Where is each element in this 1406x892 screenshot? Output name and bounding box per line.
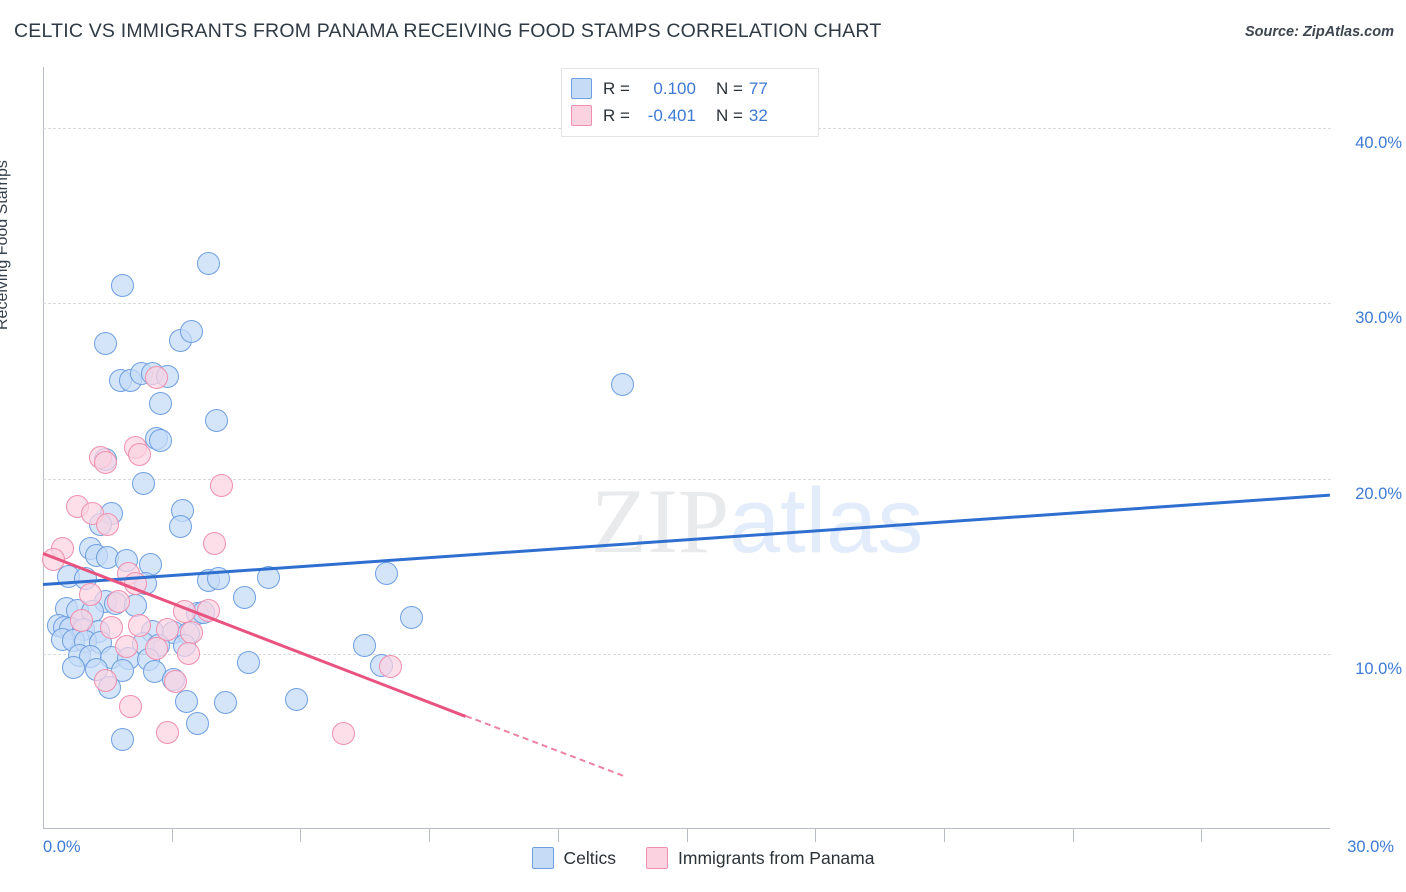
scatter-point bbox=[185, 712, 209, 736]
scatter-point bbox=[179, 621, 203, 645]
scatter-point bbox=[110, 274, 134, 298]
scatter-point bbox=[93, 451, 117, 475]
scatter-point bbox=[203, 531, 227, 555]
n-value: 77 bbox=[748, 78, 768, 98]
scatter-point bbox=[100, 616, 124, 640]
n-value: 32 bbox=[748, 105, 768, 125]
scatter-point bbox=[400, 605, 424, 629]
scatter-point bbox=[106, 589, 130, 613]
series-swatch-panama-icon bbox=[571, 105, 592, 126]
x-axis-tick bbox=[557, 829, 559, 842]
x-axis-tick bbox=[815, 829, 817, 842]
x-axis-tick bbox=[686, 829, 688, 842]
gridline bbox=[43, 478, 1331, 480]
stats-row: R = -0.401 N = 32 bbox=[571, 102, 809, 129]
y-axis-tick-label: 20.0% bbox=[1355, 484, 1402, 503]
scatter-point bbox=[256, 566, 280, 590]
scatter-point bbox=[132, 472, 156, 496]
scatter-point bbox=[205, 409, 229, 433]
y-axis-tick-label: 30.0% bbox=[1355, 309, 1402, 328]
scatter-point bbox=[95, 512, 119, 536]
legend-swatch-celtics-icon bbox=[531, 847, 554, 869]
x-axis-label-min: 0.0% bbox=[43, 838, 81, 856]
scatter-point bbox=[78, 582, 102, 606]
r-label: R = bbox=[603, 105, 630, 125]
scatter-point bbox=[209, 474, 233, 498]
legend-item-celtics[interactable]: Celtics bbox=[531, 847, 617, 869]
scatter-point bbox=[610, 372, 634, 396]
series-swatch-celtics-icon bbox=[571, 78, 592, 99]
scatter-point bbox=[374, 561, 398, 585]
scatter-point bbox=[149, 428, 173, 452]
legend-item-panama[interactable]: Immigrants from Panama bbox=[646, 847, 874, 869]
x-axis-tick bbox=[429, 829, 431, 842]
scatter-point bbox=[155, 721, 179, 745]
x-axis-tick bbox=[300, 829, 302, 842]
x-axis-tick bbox=[943, 829, 945, 842]
scatter-point bbox=[213, 690, 237, 714]
scatter-point bbox=[93, 332, 117, 356]
y-axis-title: Receiving Food Stamps bbox=[0, 160, 11, 330]
gridline bbox=[43, 303, 1331, 305]
r-label: R = bbox=[603, 78, 630, 98]
correlation-stats-box: R = 0.100 N = 77 R = -0.401 N = 32 bbox=[561, 68, 819, 137]
r-value: -0.401 bbox=[647, 105, 696, 125]
scatter-point bbox=[284, 687, 308, 711]
scatter-point bbox=[61, 656, 85, 680]
scatter-point bbox=[145, 365, 169, 389]
legend-swatch-panama-icon bbox=[646, 847, 669, 869]
n-label: N = bbox=[715, 105, 743, 125]
scatter-point bbox=[149, 391, 173, 415]
x-axis-tick bbox=[171, 829, 173, 842]
legend-label-panama: Immigrants from Panama bbox=[678, 847, 875, 868]
legend-label-celtics: Celtics bbox=[563, 847, 617, 868]
scatter-point bbox=[237, 651, 261, 675]
scatter-point bbox=[353, 633, 377, 657]
scatter-point bbox=[115, 635, 139, 659]
series-legend: Celtics Immigrants from Panama bbox=[0, 847, 1406, 869]
x-axis-label-max: 30.0% bbox=[1347, 838, 1394, 856]
y-axis-tick-label: 40.0% bbox=[1355, 134, 1402, 153]
gridline bbox=[43, 653, 1331, 655]
r-value: 0.100 bbox=[653, 78, 696, 98]
scatter-point bbox=[128, 614, 152, 638]
scatter-point bbox=[119, 694, 143, 718]
scatter-point bbox=[110, 728, 134, 752]
scatter-point bbox=[196, 251, 220, 275]
plot-area: ZIPatlas bbox=[42, 67, 1331, 842]
scatter-point bbox=[175, 689, 199, 713]
n-label: N = bbox=[715, 78, 743, 98]
x-axis-tick bbox=[1072, 829, 1074, 842]
scatter-point bbox=[331, 722, 355, 746]
page-title: CELTIC VS IMMIGRANTS FROM PANAMA RECEIVI… bbox=[14, 20, 882, 42]
scatter-point bbox=[164, 670, 188, 694]
source-attribution: Source: ZipAtlas.com bbox=[1244, 24, 1394, 40]
scatter-point bbox=[42, 547, 66, 571]
scatter-point bbox=[177, 642, 201, 666]
scatter-point bbox=[207, 567, 231, 590]
y-axis-tick-label: 10.0% bbox=[1355, 659, 1402, 678]
scatter-point bbox=[70, 609, 94, 633]
stats-row: R = 0.100 N = 77 bbox=[571, 75, 809, 102]
scatter-point bbox=[179, 320, 203, 343]
scatter-point bbox=[233, 586, 257, 610]
scatter-point bbox=[145, 637, 169, 661]
scatter-point bbox=[93, 668, 117, 692]
x-axis-tick bbox=[1201, 829, 1203, 842]
plot-frame bbox=[43, 67, 1330, 829]
scatter-point bbox=[168, 515, 192, 539]
scatter-point bbox=[128, 442, 152, 466]
scatter-point bbox=[155, 617, 179, 641]
scatter-point bbox=[196, 598, 220, 622]
scatter-point bbox=[378, 654, 402, 678]
scatter-point bbox=[123, 572, 147, 596]
